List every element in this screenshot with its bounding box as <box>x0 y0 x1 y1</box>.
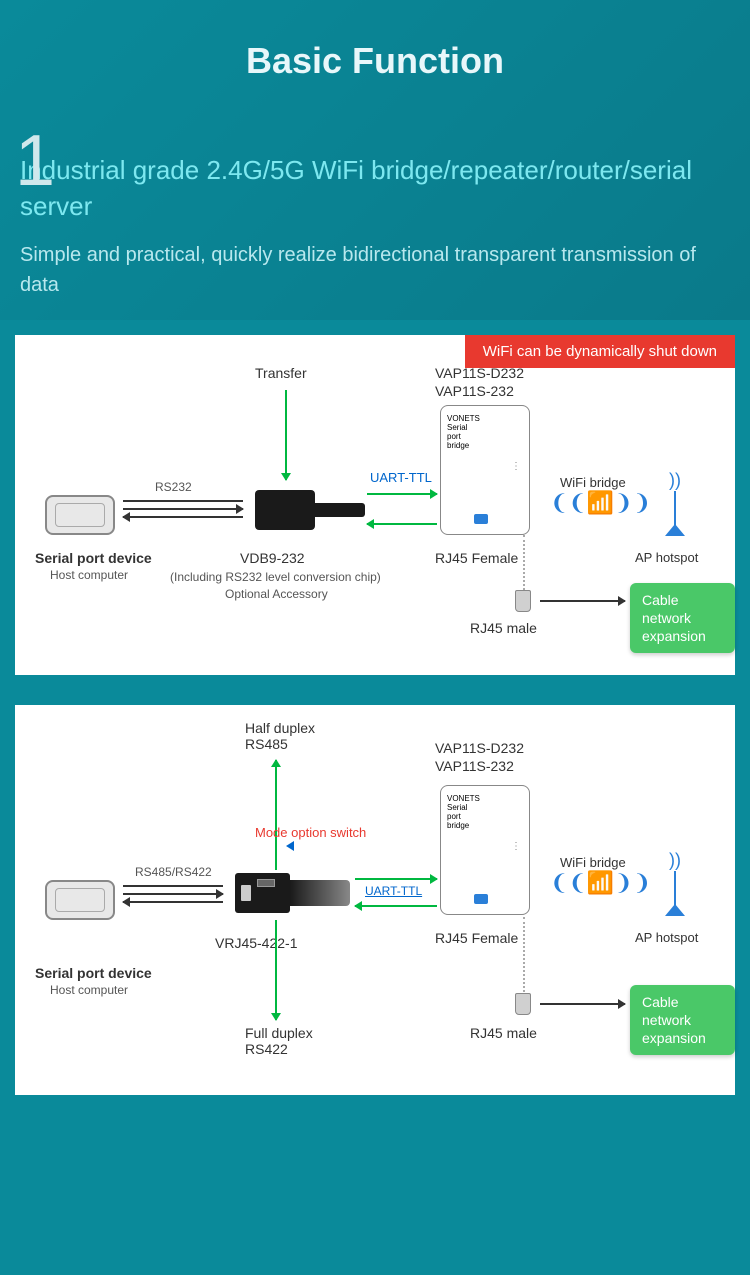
cable-expansion-badge: Cable network expansion <box>630 583 735 654</box>
diagram-2-container: Half duplex RS485 VAP11S-D232 VAP11S-232… <box>0 690 750 1110</box>
vonets-device-icon-2: VONETS Serial port bridge ⋮ <box>440 785 530 915</box>
rs232-arrow-right <box>123 508 243 510</box>
host-label-2: Host computer <box>50 983 128 997</box>
cable-arrow <box>540 600 625 602</box>
rj45-male-icon-2 <box>515 993 531 1015</box>
diagram-1: WiFi can be dynamically shut down Transf… <box>15 335 735 675</box>
rs232-arrow-left <box>123 516 243 518</box>
model-label-1b: VAP11S-D232 <box>435 740 524 756</box>
half-duplex-label: Half duplex RS485 <box>245 720 315 752</box>
ap-hotspot-label-2: AP hotspot <box>635 930 698 945</box>
wifi-bridge-label-2: WiFi bridge <box>560 855 626 870</box>
vrj45-converter-icon <box>235 873 290 913</box>
uart-label: UART-TTL <box>370 470 432 485</box>
cable-expansion-badge-2: Cable network expansion <box>630 985 735 1056</box>
dotted-cable-2 <box>523 917 525 992</box>
section-number: 1 <box>15 120 55 202</box>
arrow-full-duplex <box>275 920 277 1020</box>
ap-hotspot-label: AP hotspot <box>635 550 698 565</box>
rj45-male-label-2: RJ45 male <box>470 1025 537 1041</box>
converter-note-1: (Including RS232 level conversion chip) <box>170 570 381 584</box>
rj45-female-label-2: RJ45 Female <box>435 930 518 946</box>
vonets-device-icon: VONETS Serial port bridge ⋮ <box>440 405 530 535</box>
serial-port-label: Serial port device <box>35 550 152 566</box>
subtitle: Industrial grade 2.4G/5G WiFi bridge/rep… <box>20 152 730 225</box>
transfer-label: Transfer <box>255 365 307 381</box>
vrj45-model: VRJ45-422-1 <box>215 935 298 951</box>
antenna-icon-2: )) <box>665 850 685 916</box>
device-brand: VONETS <box>447 414 523 423</box>
arrow-half-duplex <box>275 760 277 870</box>
uart-arrow-left-2 <box>355 905 437 907</box>
model-label-2: VAP11S-232 <box>435 383 514 399</box>
description: Simple and practical, quickly realize bi… <box>20 240 730 300</box>
page-title: Basic Function <box>20 40 730 82</box>
full-duplex-label: Full duplex RS422 <box>245 1025 313 1057</box>
uart-arrow-left <box>367 523 437 525</box>
serial-port-label-2: Serial port device <box>35 965 152 981</box>
rj45-male-icon <box>515 590 531 612</box>
vdb9-model: VDB9-232 <box>240 550 305 566</box>
device-type: Serial port bridge <box>447 423 523 450</box>
mode-switch-label: Mode option switch <box>255 825 366 840</box>
wifi-wave-icon: ❨❨📶❩❩ <box>550 490 651 516</box>
uart-arrow-right <box>367 493 437 495</box>
rs232-label: RS232 <box>155 480 192 494</box>
wifi-shutdown-badge: WiFi can be dynamically shut down <box>465 335 735 368</box>
wifi-bridge-label: WiFi bridge <box>560 475 626 490</box>
rs485-label: RS485/RS422 <box>135 865 212 879</box>
rj45-male-label: RJ45 male <box>470 620 537 636</box>
header-section: Basic Function 1 Industrial grade 2.4G/5… <box>0 0 750 320</box>
uart-label-2: UART-TTL <box>365 884 422 898</box>
host-computer-label: Host computer <box>50 568 128 582</box>
rs485-arrow-left <box>123 901 223 903</box>
uart-arrow-right-2 <box>355 878 437 880</box>
model-label-2b: VAP11S-232 <box>435 758 514 774</box>
converter-cable-icon <box>315 503 365 517</box>
dotted-cable <box>523 535 525 590</box>
rs232-line <box>123 500 243 502</box>
device-type-2: Serial port bridge <box>447 803 523 830</box>
db9-connector-icon-2 <box>45 880 115 920</box>
cable-arrow-2 <box>540 1003 625 1005</box>
rj45-female-label: RJ45 Female <box>435 550 518 566</box>
model-label-1: VAP11S-D232 <box>435 365 524 381</box>
wifi-wave-icon-2: ❨❨📶❩❩ <box>550 870 651 896</box>
rj-plug-icon <box>290 880 350 906</box>
converter-note-2: Optional Accessory <box>225 587 328 601</box>
diagram-2: Half duplex RS485 VAP11S-D232 VAP11S-232… <box>15 705 735 1095</box>
antenna-icon: )) <box>665 470 685 536</box>
arrow-transfer-down <box>285 390 287 480</box>
rs485-arrow-right <box>123 893 223 895</box>
vdb9-converter-icon <box>255 490 315 530</box>
diagram-1-container: WiFi can be dynamically shut down Transf… <box>0 320 750 690</box>
device-brand-2: VONETS <box>447 794 523 803</box>
db9-connector-icon <box>45 495 115 535</box>
rs485-line <box>123 885 223 887</box>
